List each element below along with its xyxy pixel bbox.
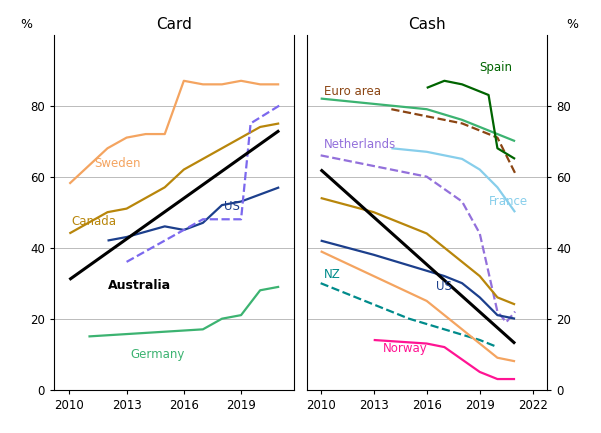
Text: Spain: Spain: [480, 61, 513, 74]
Text: Germany: Germany: [130, 348, 185, 361]
Text: Australia: Australia: [108, 278, 171, 291]
Title: Cash: Cash: [408, 17, 445, 32]
Text: US: US: [436, 280, 451, 293]
Text: %: %: [566, 18, 578, 31]
Text: Sweden: Sweden: [94, 157, 141, 170]
Text: France: France: [489, 195, 528, 208]
Text: Norway: Norway: [382, 343, 427, 355]
Text: Euro area: Euro area: [324, 85, 381, 98]
Text: Canada: Canada: [72, 215, 116, 228]
Text: %: %: [20, 18, 32, 31]
Text: Netherlands: Netherlands: [324, 138, 397, 151]
Text: NZ: NZ: [324, 268, 341, 281]
Title: Card: Card: [156, 17, 192, 32]
Text: US: US: [224, 200, 240, 213]
